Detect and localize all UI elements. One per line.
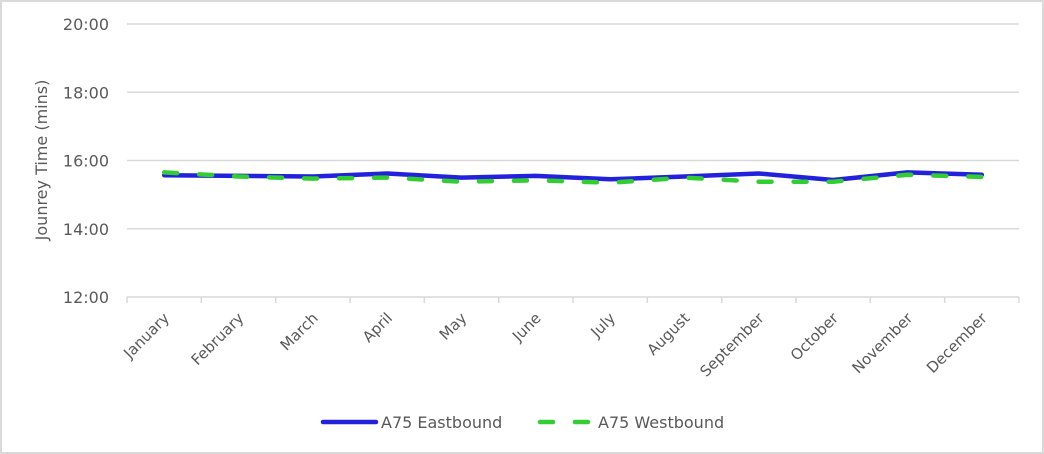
y-axis-title: Jounrey Time (mins): [32, 80, 51, 242]
x-category-label: January: [119, 309, 173, 363]
x-axis: January February March April May June July Augu…: [119, 297, 1020, 381]
x-category-label: December: [923, 309, 991, 377]
x-category-label: March: [277, 309, 322, 354]
x-category-label: April: [359, 309, 396, 346]
y-tick-label: 20:00: [63, 15, 109, 34]
y-tick-label: 14:00: [63, 220, 109, 239]
legend: A75 Eastbound A75 Westbound: [320, 413, 724, 432]
series-eastbound-line: [161, 170, 985, 183]
x-category-label: October: [787, 309, 843, 365]
legend-westbound-label: A75 Westbound: [598, 413, 724, 432]
legend-item-eastbound[interactable]: A75 Eastbound: [320, 413, 502, 432]
x-category-label: August: [643, 309, 693, 359]
y-tick-label: 18:00: [63, 83, 109, 102]
x-category-label: May: [436, 309, 471, 344]
y-tick-label: 16:00: [63, 152, 109, 171]
x-category-label: September: [696, 309, 768, 381]
series-lines: [161, 170, 985, 185]
y-axis-ticks: 12:00 14:00 16:00 18:00 20:00: [63, 15, 109, 307]
legend-eastbound-label: A75 Eastbound: [381, 413, 502, 432]
x-category-label: November: [848, 309, 916, 377]
x-category-label: July: [586, 309, 619, 342]
legend-item-westbound[interactable]: A75 Westbound: [537, 413, 724, 432]
x-category-label: June: [508, 309, 545, 346]
y-tick-label: 12:00: [63, 288, 109, 307]
x-category-label: February: [188, 309, 248, 369]
gridlines: [127, 23, 1019, 298]
